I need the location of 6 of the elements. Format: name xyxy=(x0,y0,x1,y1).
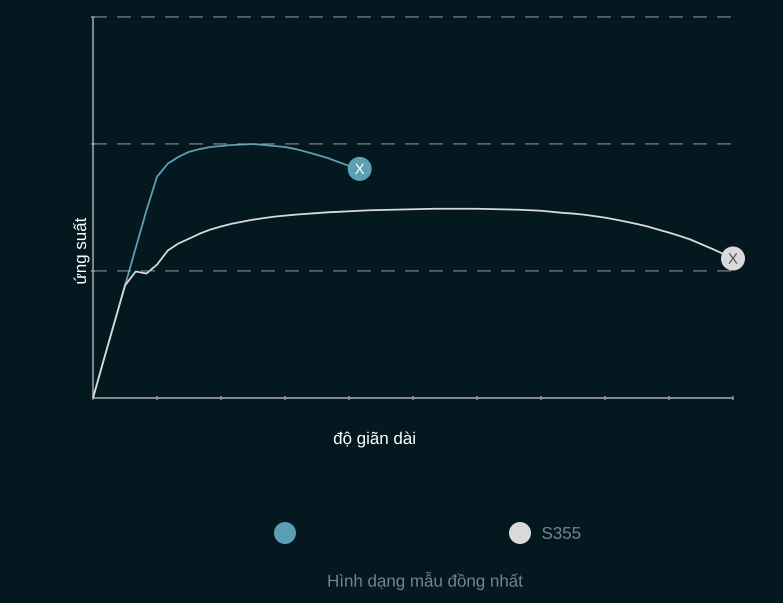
text: Hình dạng mẫu đồng nhất xyxy=(328,572,523,590)
legend-label: S355 xyxy=(542,526,580,539)
x-axis-title: độ giãn dài xyxy=(334,432,415,448)
y-axis-title: ứng suất xyxy=(72,218,90,284)
annotation: X xyxy=(728,253,738,264)
annotation: X xyxy=(355,164,364,174)
